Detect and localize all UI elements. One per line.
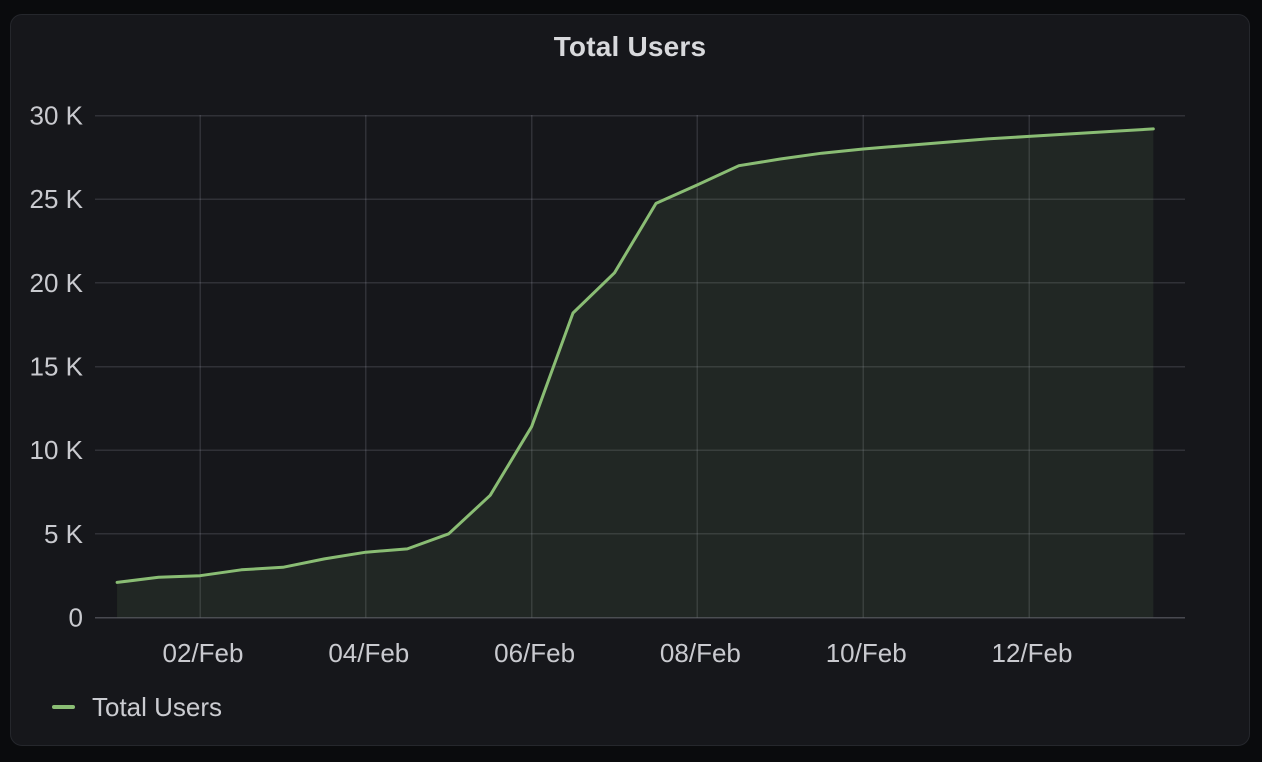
axis-label-layer: 0 5 K 10 K 15 K 20 K 25 K 30 K 02/Feb 04/Feb 06/F… bbox=[30, 101, 1073, 668]
series-line bbox=[115, 127, 1155, 584]
y-axis-tick-label: 25 K bbox=[30, 184, 84, 214]
x-axis-tick-label: 08/Feb bbox=[660, 638, 741, 668]
x-axis-tick-label: 02/Feb bbox=[163, 638, 244, 668]
series-area-fill bbox=[117, 128, 1154, 618]
legend-series-label[interactable]: Total Users bbox=[92, 692, 223, 722]
y-axis-tick-label: 20 K bbox=[30, 268, 84, 298]
chart-legend: Total Users bbox=[52, 692, 222, 722]
y-axis-tick-label: 15 K bbox=[30, 352, 84, 382]
x-axis-tick-label: 10/Feb bbox=[826, 638, 907, 668]
grid-layer bbox=[95, 114, 1185, 619]
y-axis-tick-label: 0 bbox=[69, 603, 83, 633]
panel-title: Total Users bbox=[553, 31, 707, 62]
legend-line-icon bbox=[52, 705, 75, 709]
y-axis-tick-label: 30 K bbox=[30, 101, 84, 131]
y-axis-tick-label: 10 K bbox=[30, 435, 84, 465]
x-axis-tick-label: 06/Feb bbox=[494, 638, 575, 668]
y-axis-tick-label: 5 K bbox=[44, 519, 84, 549]
x-axis-tick-label: 12/Feb bbox=[992, 638, 1073, 668]
x-axis-tick-label: 04/Feb bbox=[328, 638, 409, 668]
series-layer bbox=[115, 127, 1155, 618]
